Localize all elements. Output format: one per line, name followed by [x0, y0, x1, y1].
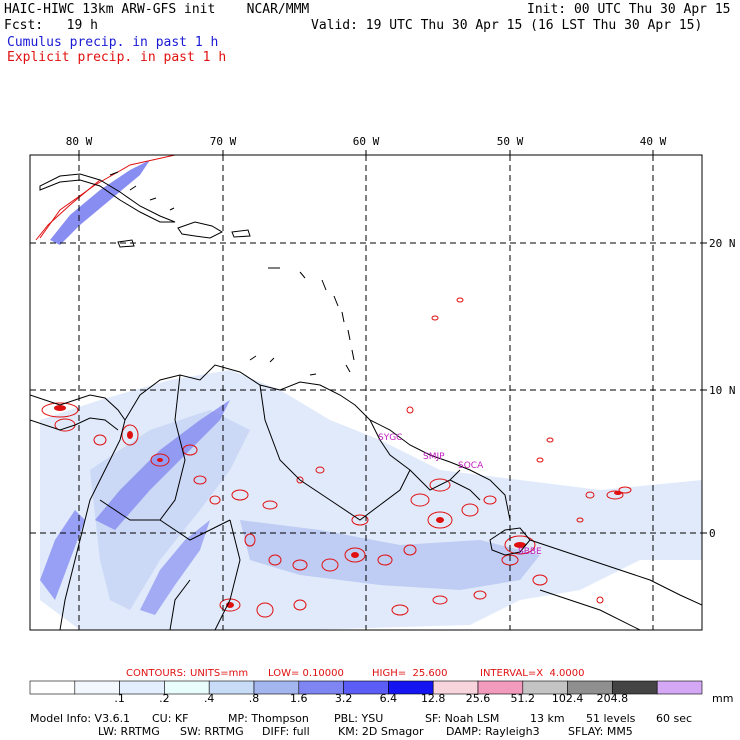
colorbar-label: 6.4 — [379, 692, 398, 705]
valid-time: Valid: 19 UTC Thu 30 Apr 15 (16 LST Thu … — [311, 18, 703, 33]
colorbar-label: .8 — [248, 692, 260, 705]
model-info-timestep: 60 sec — [656, 712, 693, 725]
colorbar-label: 12.8 — [420, 692, 446, 705]
station-smjp: SMJP — [423, 452, 445, 462]
cumulus-precip-band-2 — [240, 520, 540, 590]
model-info-sw: SW: RRTMG — [180, 725, 244, 738]
contours-high: HIGH= 25.600 — [372, 668, 448, 679]
model-info-diff: DIFF: full — [262, 725, 310, 738]
colorbar-swatch — [74, 680, 120, 695]
model-info-sflay: SFLAY: MM5 — [568, 725, 633, 738]
precip-field — [30, 155, 702, 630]
colorbar-label: 1.6 — [290, 692, 308, 705]
init-time: Init: 00 UTC Thu 30 Apr 15 — [527, 2, 731, 17]
colorbar-swatch — [29, 680, 76, 695]
map-ticks — [78, 150, 707, 534]
lon-label-50w: 50 W — [497, 135, 524, 148]
colorbar-label: .4 — [203, 692, 215, 705]
model-info-sf: SF: Noah LSM — [425, 712, 500, 725]
colorbar-swatch — [164, 680, 210, 695]
colorbar-label: .2 — [159, 692, 170, 705]
lat-label-0: 0 — [709, 527, 716, 540]
model-info-cu: CU: KF — [152, 712, 189, 725]
contours-low: LOW= 0.10000 — [268, 668, 344, 679]
lon-label-40w: 40 W — [640, 135, 667, 148]
colorbar-label: 25.6 — [465, 692, 491, 705]
contours-interval: INTERVAL=X 4.0000 — [480, 668, 585, 679]
lon-label-70w: 70 W — [210, 135, 237, 148]
legend-explicit: Explicit precip. in past 1 h — [7, 50, 227, 65]
legend-cumulus: Cumulus precip. in past 1 h — [7, 35, 219, 50]
model-info-damp: DAMP: Rayleigh3 — [446, 725, 540, 738]
lat-label-20n: 20 N — [709, 237, 736, 250]
contours-label: CONTOURS: — [126, 668, 187, 679]
colorbar-label: 204.8 — [596, 692, 629, 705]
contours-units: UNITS=mm — [190, 668, 249, 679]
model-info-res: 13 km — [530, 712, 565, 725]
lon-label-60w: 60 W — [353, 135, 380, 148]
cumulus-streak-2 — [95, 400, 230, 530]
model-title: HAIC-HIWC 13km ARW-GFS init NCAR/MMM — [4, 2, 310, 17]
colorbar-label: 51.2 — [510, 692, 536, 705]
colorbar-swatch — [208, 680, 255, 695]
heavy-precip-cores — [54, 405, 622, 608]
lat-lon-grid — [30, 155, 702, 630]
station-sygc: SYGC — [378, 433, 402, 443]
model-info-mp: MP: Thompson — [228, 712, 309, 725]
colorbar — [29, 680, 703, 695]
station-soca: SOCA — [458, 461, 484, 471]
lon-label-80w: 80 W — [66, 135, 93, 148]
lat-label-10n: 10 N — [709, 384, 736, 397]
colorbar-label: .1 — [114, 692, 125, 705]
colorbar-unit: mm — [712, 692, 734, 705]
model-info-version: Model Info: V3.6.1 — [30, 712, 131, 725]
colorbar-swatch — [656, 680, 703, 695]
model-info-km: KM: 2D Smagor — [338, 725, 424, 738]
cumulus-precip-band — [90, 410, 250, 610]
colorbar-swatch — [119, 680, 165, 695]
colorbar-label: 3.2 — [334, 692, 353, 705]
forecast-hour: Fcst: 19 h — [4, 18, 98, 33]
model-info-levels: 51 levels — [586, 712, 636, 725]
colorbar-label: 102.4 — [551, 692, 584, 705]
model-info-lw: LW: RRTMG — [98, 725, 160, 738]
cumulus-streak-3 — [140, 520, 210, 615]
cumulus-streak — [50, 160, 150, 245]
station-sbbe: SBBE — [518, 547, 542, 557]
model-info-pbl: PBL: YSU — [334, 712, 384, 725]
